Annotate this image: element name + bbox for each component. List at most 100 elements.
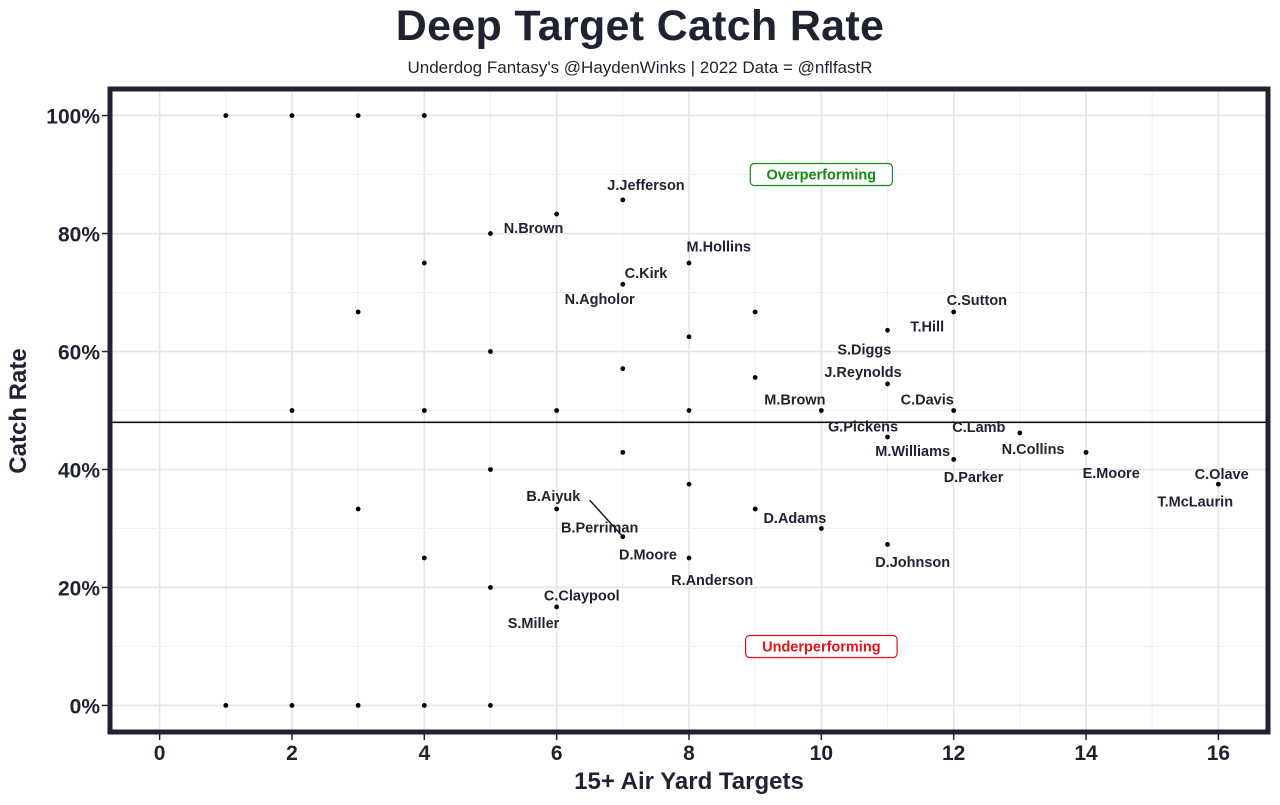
data-point: [885, 381, 890, 387]
point-label: B.Perriman: [561, 520, 638, 536]
point-label: C.Davis: [901, 392, 954, 408]
point-label: C.Kirk: [625, 266, 669, 282]
x-tick-label: 14: [1074, 742, 1098, 765]
point-label: D.Moore: [619, 547, 677, 563]
point-label: G.Pickens: [828, 419, 898, 435]
annotation-label: Underperforming: [762, 639, 880, 655]
annotation-box: [744, 634, 898, 659]
point-label: C.Claypool: [544, 589, 620, 605]
x-tick-label: 10: [810, 742, 833, 765]
panel-border: [107, 86, 1271, 735]
data-point: [421, 408, 427, 413]
data-point: [488, 585, 493, 590]
y-tick-label: 80%: [58, 224, 100, 247]
data-point: [951, 408, 957, 413]
data-point: [289, 113, 295, 118]
data-point: [620, 449, 626, 455]
data-point: [686, 481, 692, 487]
y-tick-label: 100%: [46, 106, 100, 129]
x-tick-label: 8: [683, 742, 695, 765]
point-label: J.Reynolds: [824, 365, 901, 381]
x-tick-label: 2: [286, 742, 298, 765]
data-point: [818, 526, 824, 531]
data-point: [885, 327, 890, 333]
data-point: [1017, 430, 1023, 436]
points-layer: [223, 113, 1221, 708]
data-point: [421, 260, 427, 266]
data-point: [421, 703, 427, 708]
data-point: [1215, 481, 1221, 487]
point-label: D.Johnson: [875, 555, 950, 571]
data-point: [818, 408, 824, 413]
annotation-box: [749, 162, 894, 187]
data-point: [488, 703, 493, 708]
data-point: [885, 434, 890, 440]
data-point: [951, 457, 957, 462]
data-point: [488, 349, 493, 354]
x-tick-label: 6: [551, 742, 563, 765]
data-point: [289, 408, 295, 413]
point-label: M.Hollins: [687, 240, 751, 256]
data-point: [554, 506, 560, 512]
y-tick-label: 40%: [58, 459, 100, 482]
point-label: C.Sutton: [947, 293, 1007, 309]
data-point: [421, 555, 427, 561]
annotations-layer: Overperforming Underperforming: [744, 162, 898, 659]
data-point: [686, 555, 692, 561]
point-label: E.Moore: [1083, 466, 1140, 482]
data-point: [752, 375, 758, 380]
data-point: [885, 542, 890, 547]
point-label: M.Williams: [875, 444, 950, 460]
data-point: [421, 113, 427, 118]
data-point: [752, 506, 758, 512]
data-point: [488, 467, 493, 472]
data-point: [620, 534, 626, 540]
x-tick-label: 16: [1207, 742, 1230, 765]
connector-layer: [589, 499, 624, 538]
axes: 0 2 4 6 8 10 12 14 16 0% 20% 40% 60% 80% 100%: [46, 106, 1230, 765]
label-connector: [589, 499, 624, 538]
point-label: R.Anderson: [671, 573, 753, 589]
point-label: N.Brown: [504, 221, 564, 237]
data-point: [554, 604, 560, 610]
x-tick-label: 4: [418, 742, 430, 765]
point-label: D.Parker: [944, 470, 1004, 486]
point-label: N.Agholor: [565, 292, 635, 308]
data-point: [686, 260, 692, 266]
x-tick-label: 12: [942, 742, 965, 765]
point-label: N.Collins: [1002, 442, 1065, 458]
data-point: [355, 113, 361, 118]
data-point: [488, 231, 493, 236]
point-label: M.Brown: [764, 392, 825, 408]
data-point: [620, 197, 626, 203]
data-point: [355, 703, 361, 708]
data-point: [620, 281, 626, 287]
data-point: [355, 309, 361, 315]
point-label: T.Hill: [910, 320, 944, 336]
data-point: [620, 366, 626, 372]
data-point: [752, 309, 758, 315]
data-point: [686, 408, 692, 413]
data-point: [554, 211, 560, 217]
chart-title: Deep Target Catch Rate: [395, 2, 885, 50]
point-label: B.Aiyuk: [526, 489, 581, 505]
y-axis-title: Catch Rate: [5, 348, 32, 473]
data-point: [289, 703, 295, 708]
point-label: S.Diggs: [837, 343, 891, 359]
annotation-label: Overperforming: [767, 168, 877, 184]
point-label: C.Lamb: [952, 420, 1005, 436]
point-label: C.Olave: [1195, 467, 1249, 483]
y-tick-label: 0%: [70, 695, 101, 718]
y-tick-label: 60%: [58, 342, 100, 365]
point-label: D.Adams: [763, 511, 826, 527]
point-label: T.McLaurin: [1157, 494, 1233, 510]
chart-subtitle: Underdog Fantasy's @HaydenWinks | 2022 D…: [407, 58, 873, 77]
x-tick-label: 0: [154, 742, 166, 765]
data-point: [1083, 449, 1089, 455]
labels-layer: J.Jefferson N.Brown M.Hollins C.Kirk N.Aghol…: [504, 178, 1249, 632]
y-tick-label: 20%: [58, 577, 100, 600]
data-point: [223, 703, 229, 708]
data-point: [355, 506, 361, 512]
data-point: [554, 408, 560, 413]
